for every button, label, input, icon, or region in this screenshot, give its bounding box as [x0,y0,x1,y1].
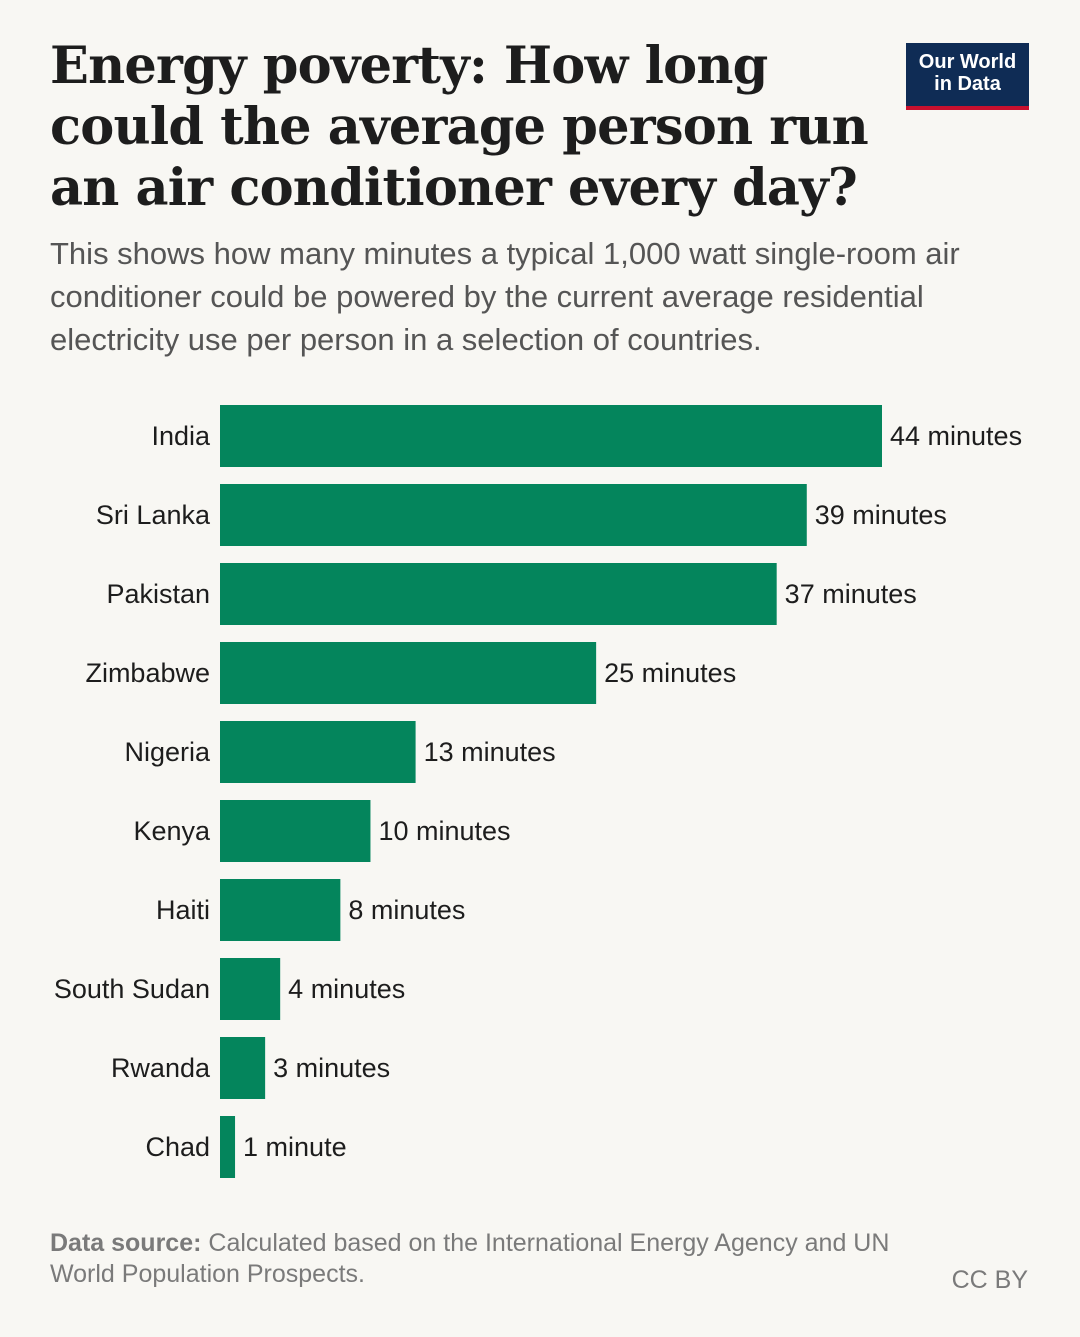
bar-india[interactable] [220,405,882,467]
value-label-zimbabwe: 25 minutes [604,658,736,688]
bar-chad[interactable] [220,1116,236,1178]
bar-haiti[interactable] [220,879,341,941]
value-label-sri-lanka: 39 minutes [815,500,947,530]
bar-pakistan[interactable] [220,563,777,625]
category-label-pakistan: Pakistan [106,579,210,609]
bar-chart: India 44 minutes Sri Lanka 39 minutes Pakist… [54,405,1022,1178]
category-label-sri-lanka: Sri Lanka [96,500,211,530]
value-label-chad: 1 minute [243,1132,347,1162]
chart-subtitle: This shows how many minutes a typical 1,… [50,236,960,357]
value-label-haiti: 8 minutes [348,895,465,925]
value-label-pakistan: 37 minutes [785,579,917,609]
category-label-rwanda: Rwanda [111,1053,211,1083]
value-label-nigeria: 13 minutes [424,737,556,767]
bar-nigeria[interactable] [220,721,416,783]
value-label-kenya: 10 minutes [378,816,510,846]
value-label-south-sudan: 4 minutes [288,974,405,1004]
bar-rwanda[interactable] [220,1037,266,1099]
category-label-haiti: Haiti [156,895,210,925]
category-label-nigeria: Nigeria [124,737,211,767]
value-label-india: 44 minutes [890,421,1022,451]
bar-sri-lanka[interactable] [220,484,807,546]
category-label-zimbabwe: Zimbabwe [85,658,210,688]
category-label-kenya: Kenya [133,816,211,846]
owid-logo[interactable]: Our World in Data [906,43,1029,110]
bar-zimbabwe[interactable] [220,642,597,704]
bar-kenya[interactable] [220,800,371,862]
license-label: CC BY [951,1266,1028,1294]
chart-title: Energy poverty: How long could the avera… [50,36,869,218]
data-source-note: Data source: Calculated based on the Int… [50,1228,930,1290]
logo-line-1: Our World [918,51,1017,73]
category-label-south-sudan: South Sudan [54,974,210,1004]
bar-south-sudan[interactable] [220,958,281,1020]
value-label-rwanda: 3 minutes [273,1053,390,1083]
category-label-india: India [151,421,211,451]
logo-line-2: in Data [934,73,1001,95]
data-source-text: Calculated based on the International En… [50,1229,890,1288]
category-label-chad: Chad [145,1132,210,1162]
data-source-label: Data source: [50,1229,202,1257]
